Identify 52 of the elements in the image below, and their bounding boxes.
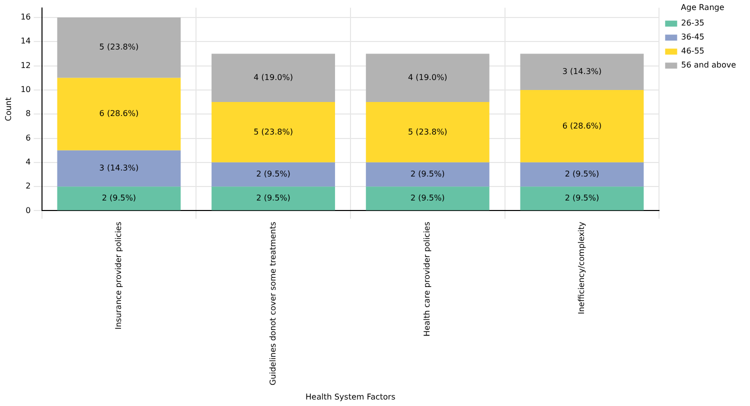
x-tick-label: Health care provider policies (422, 222, 432, 336)
data-label: 3 (14.3%) (99, 164, 139, 173)
bar (212, 186, 336, 210)
data-label: 2 (9.5%) (256, 170, 290, 179)
bar (366, 54, 490, 102)
bar (366, 186, 490, 210)
data-label: 2 (9.5%) (102, 193, 136, 202)
data-label: 2 (9.5%) (564, 170, 600, 179)
data-label: 5 (23.8%) (99, 42, 139, 52)
bar (57, 17, 181, 78)
bar (57, 150, 181, 187)
legend-label: 46-55 (681, 46, 704, 56)
bar (366, 162, 490, 187)
y-tick-label: 10 (20, 85, 31, 94)
legend-title: Age Range (680, 3, 724, 12)
x-axis-title: Health System Factors (306, 392, 396, 402)
y-tick-label: 8 (26, 109, 31, 118)
legend-label: 56 and above (681, 60, 736, 70)
y-tick-label: 2 (26, 182, 31, 191)
data-label: 5 (23.8%) (408, 127, 448, 136)
bar (212, 102, 336, 162)
y-tick-label: 6 (26, 133, 31, 142)
bar (366, 102, 490, 162)
bar (57, 186, 181, 210)
bar (520, 186, 644, 210)
y-tick-label: 4 (26, 158, 31, 166)
y-axis-title: Count (4, 97, 13, 122)
y-tick-label: 12 (20, 60, 31, 70)
data-label: 5 (23.8%) (254, 127, 293, 136)
bar (212, 54, 336, 102)
data-label: 6 (28.6%) (99, 109, 139, 118)
data-label: 3 (14.3%) (562, 66, 602, 76)
x-tick-label: Insurance provider policies (114, 222, 124, 330)
x-tick-label: Guidelines donot cover some treatments (268, 222, 278, 386)
bar (520, 54, 644, 90)
data-label: 4 (19.0%) (254, 72, 293, 82)
bar (57, 78, 181, 150)
bar (212, 162, 336, 187)
legend-label: 26-35 (681, 18, 704, 28)
y-tick-label: 0 (26, 206, 31, 215)
data-label: 2 (9.5%) (564, 193, 600, 202)
bar (520, 90, 644, 162)
y-tick-label: 14 (20, 36, 31, 46)
data-label: 2 (9.5%) (410, 193, 445, 202)
data-label: 4 (19.0%) (408, 72, 448, 82)
data-label: 2 (9.5%) (256, 193, 290, 202)
x-tick-label: Inefficiency/complexity (577, 221, 586, 314)
data-label: 6 (28.6%) (562, 121, 602, 130)
data-label: 2 (9.5%) (410, 170, 445, 179)
legend-label: 36-45 (681, 32, 704, 42)
bar (520, 162, 644, 187)
y-tick-label: 16 (20, 12, 31, 22)
